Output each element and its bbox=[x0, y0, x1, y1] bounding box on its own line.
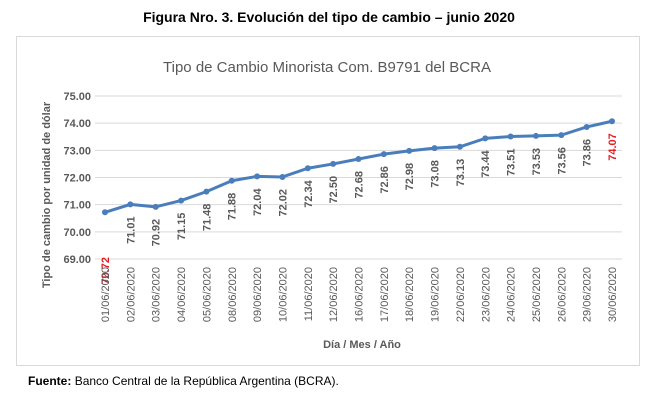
y-tick-label: 73.00 bbox=[63, 145, 91, 157]
x-tick-label: 22/06/2020 bbox=[455, 267, 467, 322]
data-point bbox=[127, 201, 134, 208]
x-tick-label: 29/06/2020 bbox=[582, 267, 594, 322]
data-point bbox=[532, 132, 539, 139]
x-tick-label: 03/06/2020 bbox=[151, 267, 163, 322]
y-tick-label: 70.00 bbox=[63, 227, 91, 239]
data-point bbox=[152, 203, 159, 210]
x-tick-label: 30/06/2020 bbox=[607, 267, 619, 322]
data-label: 71.88 bbox=[227, 193, 239, 221]
data-point bbox=[355, 156, 362, 163]
data-point bbox=[609, 118, 615, 125]
data-label: 73.86 bbox=[582, 139, 594, 167]
data-point bbox=[583, 123, 590, 130]
data-label: 73.53 bbox=[531, 148, 543, 176]
data-label: 71.48 bbox=[201, 204, 213, 232]
source-label: Fuente: bbox=[28, 374, 72, 388]
data-label: 73.44 bbox=[480, 150, 492, 178]
figure-title: Figura Nro. 3. Evolución del tipo de cam… bbox=[143, 9, 515, 25]
data-label: 71.01 bbox=[125, 216, 137, 244]
x-tick-label: 01/06/2020 bbox=[100, 267, 112, 322]
data-label: 72.34 bbox=[303, 179, 315, 207]
data-point bbox=[228, 177, 235, 184]
line-chart: Tipo de Cambio Minorista Com. B9791 del … bbox=[41, 59, 622, 351]
x-axis-label: Día / Mes / Año bbox=[323, 339, 401, 351]
x-tick-label: 10/06/2020 bbox=[277, 267, 289, 322]
data-labels: 70.72 71.01 70.92 71.15 71.48 71.88 72.04 72.02… bbox=[100, 133, 619, 284]
data-point bbox=[456, 143, 463, 150]
chart-container: Tipo de Cambio Minorista Com. B9791 del … bbox=[16, 36, 640, 366]
data-label: 72.04 bbox=[252, 188, 264, 216]
y-tick-label: 75.00 bbox=[63, 91, 91, 103]
x-tick-label: 12/06/2020 bbox=[328, 267, 340, 322]
data-label: 72.86 bbox=[379, 166, 391, 194]
data-label: 72.68 bbox=[354, 171, 366, 199]
x-tick-labels: 01/06/2020 02/06/2020 03/06/2020 04/06/2020… bbox=[100, 267, 619, 322]
data-point bbox=[254, 173, 261, 180]
y-tick-label: 74.00 bbox=[63, 118, 91, 130]
x-tick-label: 11/06/2020 bbox=[303, 267, 315, 321]
x-tick-label: 25/06/2020 bbox=[531, 267, 543, 322]
y-tick-label: 71.00 bbox=[63, 200, 91, 212]
data-point bbox=[482, 135, 489, 142]
y-axis-label: Tipo de cambio por unidad de dólar bbox=[41, 101, 53, 288]
data-point bbox=[304, 165, 311, 172]
data-point bbox=[406, 147, 413, 154]
x-tick-label: 04/06/2020 bbox=[176, 267, 188, 322]
x-tick-label: 02/06/2020 bbox=[125, 267, 137, 322]
data-point bbox=[102, 209, 108, 216]
data-point bbox=[507, 133, 514, 140]
x-tick-label: 18/06/2020 bbox=[404, 267, 416, 322]
x-tick-label: 08/06/2020 bbox=[227, 267, 239, 322]
chart-title: Tipo de Cambio Minorista Com. B9791 del … bbox=[163, 59, 491, 76]
data-label: 73.51 bbox=[506, 148, 518, 176]
x-tick-label: 05/06/2020 bbox=[201, 267, 213, 322]
data-point bbox=[203, 188, 210, 195]
data-label: 71.15 bbox=[176, 213, 188, 241]
data-label: 74.07 bbox=[607, 133, 619, 161]
x-tick-label: 26/06/2020 bbox=[556, 267, 568, 322]
source-note: Fuente: Banco Central de la República Ar… bbox=[28, 374, 339, 388]
x-tick-label: 17/06/2020 bbox=[379, 267, 391, 322]
x-tick-label: 16/06/2020 bbox=[354, 267, 366, 322]
x-tick-label: 24/06/2020 bbox=[506, 267, 518, 322]
data-label: 72.02 bbox=[277, 189, 289, 217]
data-point bbox=[558, 132, 565, 139]
data-label: 73.13 bbox=[455, 159, 467, 187]
y-tick-label: 69.00 bbox=[63, 254, 91, 266]
data-point bbox=[380, 151, 387, 158]
data-point bbox=[330, 160, 337, 167]
data-point bbox=[431, 145, 438, 152]
y-tick-labels: 69.00 70.00 71.00 72.00 73.00 74.00 75.00 bbox=[63, 91, 91, 266]
x-tick-label: 09/06/2020 bbox=[252, 267, 264, 322]
data-label: 70.92 bbox=[151, 219, 163, 247]
source-text: Banco Central de la República Argentina … bbox=[74, 374, 339, 388]
x-tick-label: 19/06/2020 bbox=[430, 267, 442, 322]
data-label: 70.72 bbox=[100, 257, 112, 285]
data-label: 73.56 bbox=[556, 147, 568, 175]
series-points bbox=[102, 118, 615, 216]
data-point bbox=[178, 197, 185, 204]
data-point bbox=[279, 173, 286, 180]
data-label: 72.98 bbox=[404, 163, 416, 191]
x-tick-label: 23/06/2020 bbox=[480, 267, 492, 322]
y-tick-label: 72.00 bbox=[63, 173, 91, 185]
data-label: 73.08 bbox=[430, 160, 442, 188]
gridlines bbox=[95, 95, 622, 260]
data-label: 72.50 bbox=[328, 176, 340, 204]
